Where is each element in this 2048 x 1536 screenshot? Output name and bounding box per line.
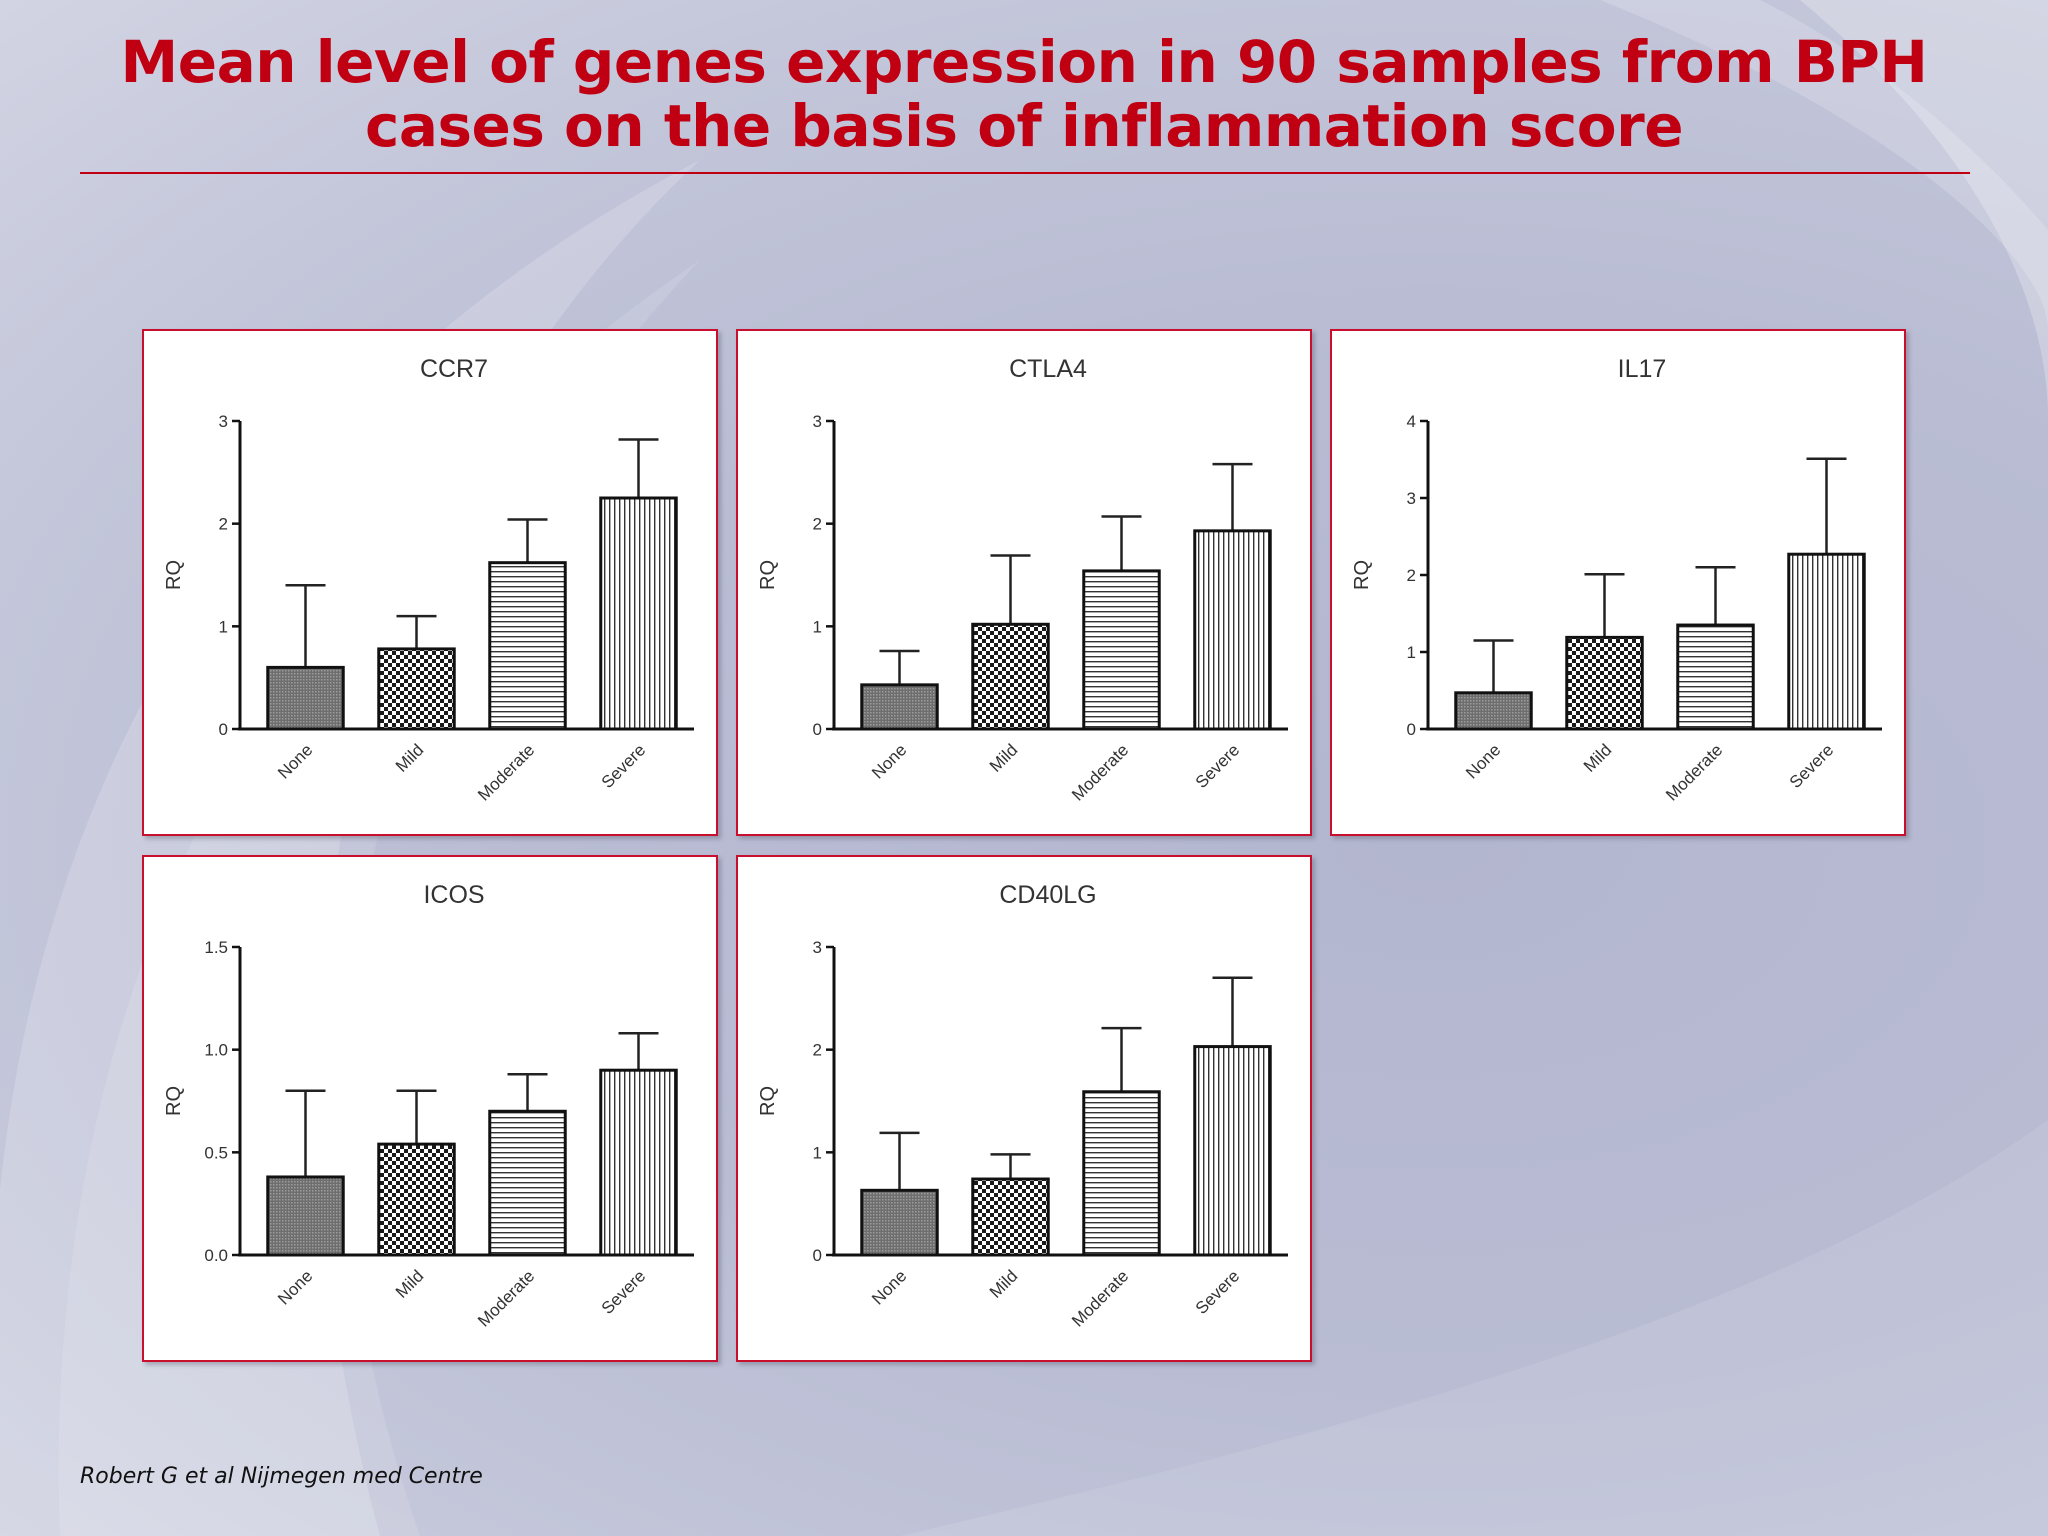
x-tick-label: Severe (1786, 740, 1838, 792)
slide-title: Mean level of genes expression in 90 sam… (120, 28, 1928, 160)
title-divider (80, 172, 1970, 174)
x-tick-label: Severe (1192, 1266, 1244, 1318)
bar-mild (377, 1142, 456, 1257)
bar-mild (971, 1177, 1050, 1257)
y-tick-label: 0 (813, 1246, 822, 1265)
x-tick-label: Moderate (474, 740, 538, 804)
y-tick-label: 1 (219, 617, 228, 636)
bar-moderate (1082, 569, 1161, 731)
y-tick-label: 0 (813, 720, 822, 739)
x-tick-label: None (868, 740, 910, 782)
y-tick-label: 2 (219, 515, 228, 534)
y-tick-label: 1 (1407, 643, 1416, 662)
source-citation: Robert G et al Nijmegen med Centre (80, 1464, 483, 1489)
bar-none (266, 665, 345, 731)
x-tick-label: Moderate (1068, 740, 1132, 804)
chart-title: CD40LG (999, 881, 1096, 909)
x-tick-label: Mild (392, 740, 427, 775)
bar-moderate (488, 1109, 567, 1257)
bar-severe (599, 496, 678, 731)
bar-moderate (488, 561, 567, 731)
y-axis-label: RQ (1351, 560, 1373, 590)
chart-panel-ccr7: CCR7 RQ 0 1 2 3 None Mild Moderate Severe (142, 329, 718, 836)
chart-panel-cd40lg: CD40LG RQ 0 1 2 3 None Mild Moderate Severe (736, 855, 1312, 1362)
x-tick-label: None (274, 1266, 316, 1308)
y-tick-label: 3 (813, 938, 822, 957)
chart-panel-ctla4: CTLA4 RQ 0 1 2 3 None Mild Moderate Severe (736, 329, 1312, 836)
y-tick-label: 0.5 (204, 1143, 228, 1162)
bar-none (266, 1175, 345, 1257)
chart-il17: IL17 RQ 0 1 2 3 4 None Mild Moderate Severe (1351, 355, 1882, 805)
bar-mild (1565, 635, 1644, 731)
x-tick-label: Severe (1192, 740, 1244, 792)
x-tick-label: None (868, 1266, 910, 1308)
bar-none (860, 683, 939, 731)
y-tick-label: 1.5 (204, 938, 228, 957)
chart-title: ICOS (423, 881, 484, 909)
y-tick-label: 2 (813, 1041, 822, 1060)
chart-icos: ICOS RQ 0.0 0.5 1.0 1.5 None Mild Moderate Severe (163, 881, 694, 1331)
chart-cd40lg: CD40LG RQ 0 1 2 3 None Mild Moderate Severe (757, 881, 1288, 1331)
y-tick-label: 1 (813, 1143, 822, 1162)
bar-severe (1193, 1045, 1272, 1257)
bar-severe (1193, 529, 1272, 731)
y-tick-label: 3 (219, 412, 228, 431)
chart-panel-il17: IL17 RQ 0 1 2 3 4 None Mild Moderate Severe (1330, 329, 1906, 836)
bar-mild (971, 622, 1050, 731)
x-tick-label: None (274, 740, 316, 782)
x-tick-label: Moderate (474, 1266, 538, 1330)
x-tick-label: Mild (1580, 740, 1615, 775)
y-tick-label: 1.0 (204, 1041, 228, 1060)
x-tick-label: Mild (986, 1266, 1021, 1301)
bar-severe (599, 1068, 678, 1257)
y-tick-label: 2 (813, 515, 822, 534)
y-axis-label: RQ (757, 560, 779, 590)
x-tick-label: Mild (986, 740, 1021, 775)
y-tick-label: 1 (813, 617, 822, 636)
y-tick-label: 0.0 (204, 1246, 228, 1265)
y-axis-label: RQ (163, 560, 185, 590)
y-tick-label: 4 (1407, 412, 1416, 431)
y-tick-label: 3 (1407, 489, 1416, 508)
x-tick-label: Moderate (1068, 1266, 1132, 1330)
chart-ctla4: CTLA4 RQ 0 1 2 3 None Mild Moderate Severe (757, 355, 1288, 805)
chart-panel-icos: ICOS RQ 0.0 0.5 1.0 1.5 None Mild Moderate Severe (142, 855, 718, 1362)
chart-ccr7: CCR7 RQ 0 1 2 3 None Mild Moderate Severe (163, 355, 694, 805)
y-tick-label: 0 (1407, 720, 1416, 739)
x-tick-label: Mild (392, 1266, 427, 1301)
y-tick-label: 0 (219, 720, 228, 739)
bar-severe (1787, 552, 1866, 731)
y-tick-label: 3 (813, 412, 822, 431)
chart-title: CCR7 (420, 355, 488, 383)
bar-mild (377, 647, 456, 731)
bar-none (860, 1188, 939, 1257)
x-tick-label: None (1462, 740, 1504, 782)
bar-moderate (1082, 1090, 1161, 1257)
x-tick-label: Moderate (1662, 740, 1726, 804)
y-axis-label: RQ (757, 1086, 779, 1116)
chart-title: IL17 (1618, 355, 1667, 383)
chart-title: CTLA4 (1009, 355, 1087, 383)
x-tick-label: Severe (598, 1266, 650, 1318)
y-tick-label: 2 (1407, 566, 1416, 585)
y-axis-label: RQ (163, 1086, 185, 1116)
bar-none (1454, 691, 1533, 731)
bar-moderate (1676, 623, 1755, 731)
x-tick-label: Severe (598, 740, 650, 792)
